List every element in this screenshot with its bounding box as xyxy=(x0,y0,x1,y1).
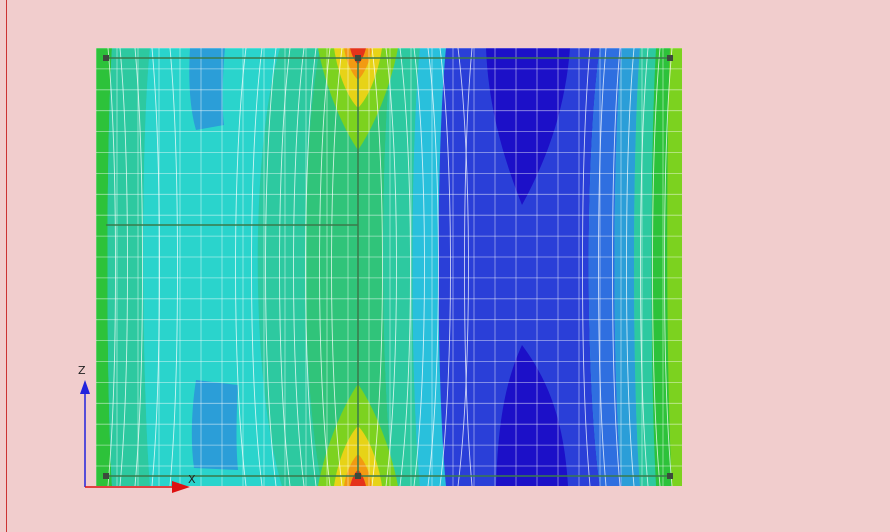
nodes xyxy=(103,55,673,479)
contour-isoline xyxy=(305,48,317,486)
contour-isoline xyxy=(119,48,128,486)
contour-isoline xyxy=(598,48,607,486)
band-green-mid xyxy=(305,48,394,486)
contour-isoline xyxy=(427,48,439,486)
contour-isoline xyxy=(169,48,178,486)
band-sky-bottom xyxy=(191,380,238,470)
contour-isoline xyxy=(265,48,277,486)
contour-isoline xyxy=(107,48,116,486)
contour-isoline xyxy=(235,48,247,486)
viewport-left-border xyxy=(6,0,7,532)
contour-isoline xyxy=(439,48,451,486)
contour-isoline xyxy=(331,48,343,486)
contour-bands xyxy=(96,48,682,486)
band-blue xyxy=(438,48,600,486)
band-yellow-green-right xyxy=(667,48,682,486)
band-left-green xyxy=(96,48,112,486)
mesh-grid xyxy=(96,48,682,486)
band-teal-left xyxy=(107,48,150,486)
node[interactable] xyxy=(667,55,673,61)
contour-isoline xyxy=(151,48,160,486)
contour-isoline xyxy=(640,48,649,486)
contour-isoline xyxy=(612,48,621,486)
z-axis-label: Z xyxy=(78,364,86,377)
x-axis-arrowhead xyxy=(172,481,190,493)
x-axis-label: X xyxy=(188,473,196,486)
contour-isoline xyxy=(293,48,305,486)
band-teal-far xyxy=(634,48,656,486)
band-deep-blue xyxy=(486,48,570,205)
contour-isoline xyxy=(664,48,673,486)
contour-isoline xyxy=(457,48,469,486)
element-edges xyxy=(106,57,670,477)
contour-isoline xyxy=(464,48,473,486)
contour-isoline xyxy=(371,48,383,486)
contour-isoline xyxy=(134,48,143,486)
contour-isoline xyxy=(279,48,291,486)
coordinate-axes: Z X xyxy=(78,364,196,493)
band-deep-blue-2 xyxy=(496,345,568,486)
node[interactable] xyxy=(355,55,361,61)
contour-isoline xyxy=(413,48,425,486)
node[interactable] xyxy=(667,473,673,479)
node[interactable] xyxy=(103,55,109,61)
contour-isoline xyxy=(251,48,263,486)
node[interactable] xyxy=(103,473,109,479)
band-cyan-left xyxy=(143,48,282,486)
contour-isoline xyxy=(582,48,591,486)
band-sky-top xyxy=(189,48,225,130)
contour-isoline xyxy=(652,48,661,486)
contour-isoline xyxy=(626,48,635,486)
z-axis-arrowhead xyxy=(80,380,90,394)
contour-isoline xyxy=(319,48,331,486)
contour-isolines xyxy=(107,48,673,486)
node[interactable] xyxy=(355,473,361,479)
band-cyan-right xyxy=(412,48,446,486)
contour-isoline xyxy=(399,48,411,486)
contour-isoline xyxy=(385,48,397,486)
